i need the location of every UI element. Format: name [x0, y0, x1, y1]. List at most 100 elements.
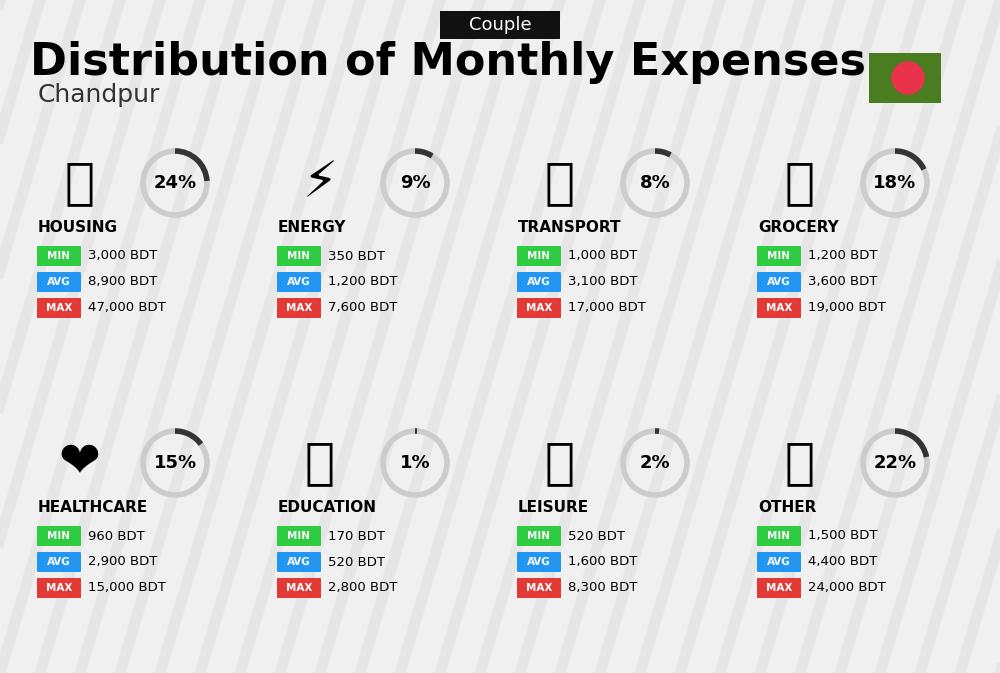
FancyBboxPatch shape — [277, 298, 321, 318]
FancyBboxPatch shape — [517, 272, 561, 292]
Text: 19,000 BDT: 19,000 BDT — [808, 302, 886, 314]
FancyBboxPatch shape — [37, 552, 81, 572]
Text: Chandpur: Chandpur — [38, 83, 160, 107]
Text: 1,000 BDT: 1,000 BDT — [568, 250, 637, 262]
Text: MAX: MAX — [46, 583, 72, 593]
Text: 520 BDT: 520 BDT — [328, 555, 385, 569]
Text: LEISURE: LEISURE — [518, 501, 589, 516]
FancyBboxPatch shape — [757, 246, 801, 266]
Text: 4,400 BDT: 4,400 BDT — [808, 555, 877, 569]
Text: 22%: 22% — [873, 454, 917, 472]
Text: MAX: MAX — [766, 303, 792, 313]
FancyBboxPatch shape — [757, 578, 801, 598]
Text: 8,900 BDT: 8,900 BDT — [88, 275, 157, 289]
FancyBboxPatch shape — [277, 578, 321, 598]
Text: 8,300 BDT: 8,300 BDT — [568, 581, 637, 594]
Text: MAX: MAX — [46, 303, 72, 313]
Text: MIN: MIN — [48, 251, 70, 261]
Text: MIN: MIN — [528, 251, 550, 261]
Text: 👜: 👜 — [785, 439, 815, 487]
Text: AVG: AVG — [287, 557, 311, 567]
Text: HEALTHCARE: HEALTHCARE — [38, 501, 148, 516]
Text: MIN: MIN — [48, 531, 70, 541]
FancyBboxPatch shape — [757, 552, 801, 572]
FancyBboxPatch shape — [757, 272, 801, 292]
Text: AVG: AVG — [287, 277, 311, 287]
FancyBboxPatch shape — [37, 272, 81, 292]
Text: 1,500 BDT: 1,500 BDT — [808, 530, 878, 542]
FancyBboxPatch shape — [517, 578, 561, 598]
Text: 3,600 BDT: 3,600 BDT — [808, 275, 877, 289]
Text: 🏢: 🏢 — [65, 159, 95, 207]
Text: AVG: AVG — [47, 557, 71, 567]
Text: ENERGY: ENERGY — [278, 221, 347, 236]
Text: MAX: MAX — [526, 583, 552, 593]
Text: 2%: 2% — [640, 454, 670, 472]
Text: AVG: AVG — [527, 277, 551, 287]
Text: MAX: MAX — [286, 583, 312, 593]
Text: MIN: MIN — [288, 251, 310, 261]
Text: 1%: 1% — [400, 454, 430, 472]
Text: MAX: MAX — [526, 303, 552, 313]
Text: 1,200 BDT: 1,200 BDT — [328, 275, 398, 289]
Text: OTHER: OTHER — [758, 501, 816, 516]
Text: 47,000 BDT: 47,000 BDT — [88, 302, 166, 314]
Text: MIN: MIN — [768, 531, 790, 541]
Text: 3,100 BDT: 3,100 BDT — [568, 275, 638, 289]
Text: 3,000 BDT: 3,000 BDT — [88, 250, 157, 262]
Text: EDUCATION: EDUCATION — [278, 501, 377, 516]
Text: AVG: AVG — [47, 277, 71, 287]
Text: 🎓: 🎓 — [305, 439, 335, 487]
Text: 8%: 8% — [640, 174, 670, 192]
FancyBboxPatch shape — [757, 298, 801, 318]
FancyBboxPatch shape — [37, 246, 81, 266]
Text: 520 BDT: 520 BDT — [568, 530, 625, 542]
Text: 18%: 18% — [873, 174, 917, 192]
Text: 1,200 BDT: 1,200 BDT — [808, 250, 878, 262]
Text: Couple: Couple — [469, 16, 531, 34]
Text: 2,900 BDT: 2,900 BDT — [88, 555, 157, 569]
Text: 960 BDT: 960 BDT — [88, 530, 145, 542]
FancyBboxPatch shape — [869, 53, 941, 103]
Text: MIN: MIN — [768, 251, 790, 261]
FancyBboxPatch shape — [37, 526, 81, 546]
Text: Distribution of Monthly Expenses: Distribution of Monthly Expenses — [30, 42, 866, 85]
FancyBboxPatch shape — [277, 526, 321, 546]
Text: 🚌: 🚌 — [545, 159, 575, 207]
Text: 1,600 BDT: 1,600 BDT — [568, 555, 637, 569]
Text: MAX: MAX — [766, 583, 792, 593]
Circle shape — [892, 62, 924, 94]
Text: ❤️: ❤️ — [59, 439, 101, 487]
FancyBboxPatch shape — [517, 552, 561, 572]
FancyBboxPatch shape — [277, 552, 321, 572]
Text: 15,000 BDT: 15,000 BDT — [88, 581, 166, 594]
Text: AVG: AVG — [767, 277, 791, 287]
Text: 24,000 BDT: 24,000 BDT — [808, 581, 886, 594]
FancyBboxPatch shape — [277, 246, 321, 266]
FancyBboxPatch shape — [517, 298, 561, 318]
Text: MAX: MAX — [286, 303, 312, 313]
Text: 350 BDT: 350 BDT — [328, 250, 385, 262]
Text: HOUSING: HOUSING — [38, 221, 118, 236]
Text: 15%: 15% — [153, 454, 197, 472]
FancyBboxPatch shape — [440, 11, 560, 39]
FancyBboxPatch shape — [517, 246, 561, 266]
Text: 9%: 9% — [400, 174, 430, 192]
Text: 🛍️: 🛍️ — [545, 439, 575, 487]
Text: 7,600 BDT: 7,600 BDT — [328, 302, 397, 314]
FancyBboxPatch shape — [517, 526, 561, 546]
Text: AVG: AVG — [767, 557, 791, 567]
Text: TRANSPORT: TRANSPORT — [518, 221, 622, 236]
FancyBboxPatch shape — [37, 578, 81, 598]
Text: 170 BDT: 170 BDT — [328, 530, 385, 542]
FancyBboxPatch shape — [757, 526, 801, 546]
Text: GROCERY: GROCERY — [758, 221, 839, 236]
FancyBboxPatch shape — [277, 272, 321, 292]
Text: 2,800 BDT: 2,800 BDT — [328, 581, 397, 594]
Text: AVG: AVG — [527, 557, 551, 567]
Text: MIN: MIN — [288, 531, 310, 541]
FancyBboxPatch shape — [37, 298, 81, 318]
Text: ⚡: ⚡ — [302, 159, 338, 207]
Text: MIN: MIN — [528, 531, 550, 541]
Text: 24%: 24% — [153, 174, 197, 192]
